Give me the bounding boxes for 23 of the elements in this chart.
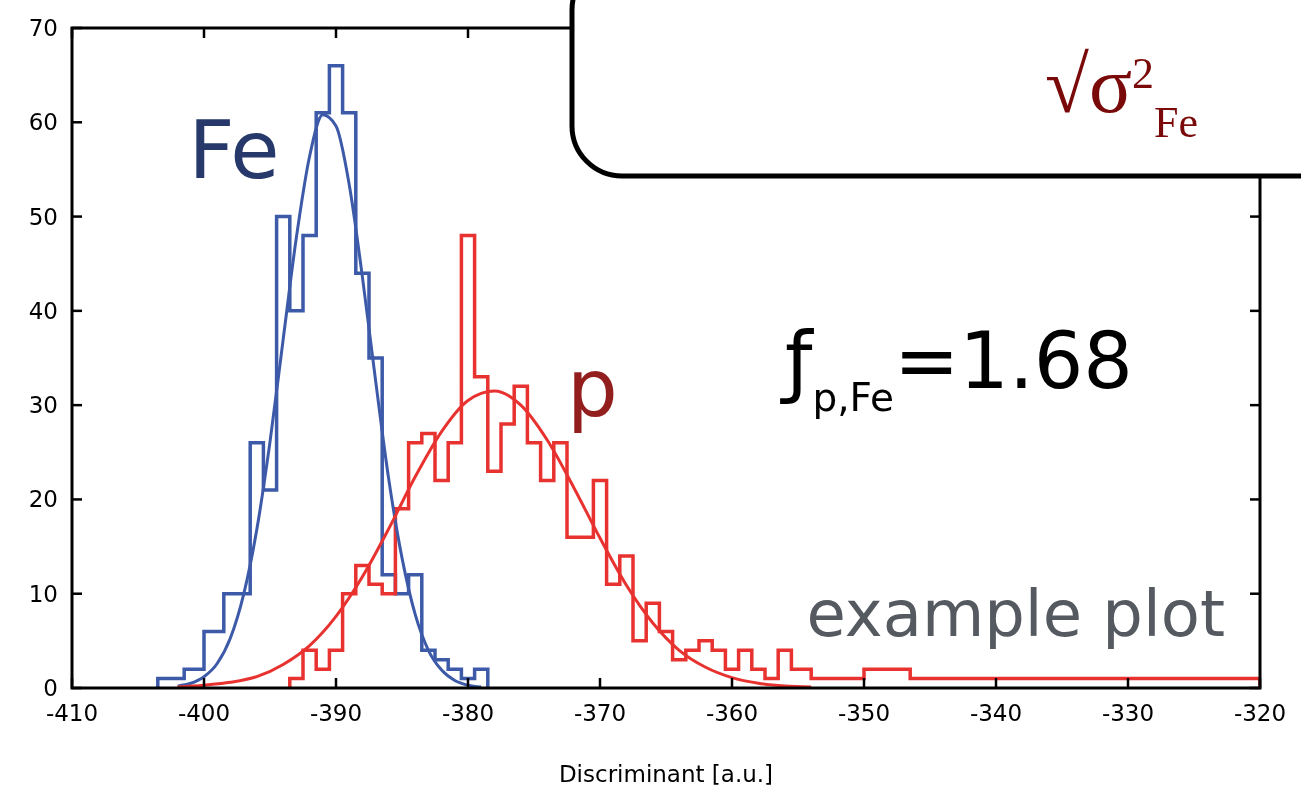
x-tick-label: -340 [969, 700, 1023, 726]
x-tick-label: -330 [1101, 700, 1155, 726]
x-tick-label: -380 [441, 700, 495, 726]
x-tick-label: -360 [705, 700, 759, 726]
y-tick-label: 40 [28, 297, 58, 324]
y-tick-label: 20 [28, 486, 58, 513]
x-tick-label: -400 [177, 700, 231, 726]
x-tick-label: -350 [837, 700, 891, 726]
series-label: p [567, 342, 618, 436]
y-tick-label: 30 [28, 392, 58, 419]
annotation: example plot [806, 577, 1225, 651]
y-tick-label: 60 [28, 109, 58, 136]
x-tick-label: -320 [1233, 700, 1287, 726]
y-tick-label: 10 [28, 580, 58, 607]
x-tick-label: -370 [573, 700, 627, 726]
x-tick-label: -410 [45, 700, 99, 726]
annotation: ƒ$_{p,Fe}$=1.68 [780, 316, 1133, 420]
x-axis-title: Discriminant [a.u.] [558, 761, 774, 787]
x-tick-label: -390 [309, 700, 363, 726]
y-tick-label: 70 [28, 15, 58, 41]
y-tick-label: 50 [28, 203, 58, 230]
series-label: Fe [188, 103, 280, 197]
y-tick-label: 0 [43, 675, 58, 701]
